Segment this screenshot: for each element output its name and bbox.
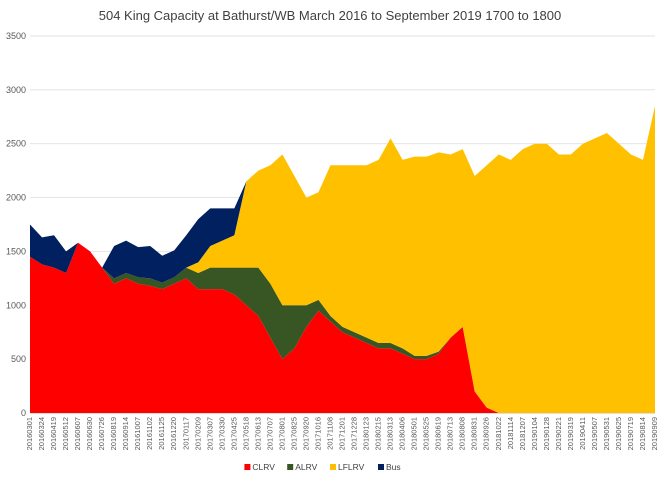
x-tick-label: 20190625 [614, 417, 623, 450]
x-tick-label: 20170707 [265, 417, 274, 450]
legend-swatch-clrv [244, 464, 251, 470]
x-tick-label: 20180501 [410, 417, 419, 450]
y-tick-label: 1500 [6, 246, 26, 256]
x-tick-label: 20170920 [301, 417, 310, 450]
x-tick-label: 20160324 [37, 417, 46, 450]
x-tick-label: 20180525 [422, 417, 431, 450]
y-axis: 0 500 1000 1500 2000 2500 3000 3500 [6, 31, 26, 418]
x-tick-label: 20180313 [386, 417, 395, 450]
x-tick-label: 20160819 [109, 417, 118, 450]
x-tick-label: 20170825 [289, 417, 298, 450]
x-tick-label: 20170613 [253, 417, 262, 450]
series-area-alrv [30, 242, 655, 413]
legend-swatch-alrv [287, 464, 294, 470]
x-tick-label: 20170801 [277, 417, 286, 450]
x-tick-label: 20170307 [205, 417, 214, 450]
x-tick-label: 20170209 [193, 417, 202, 450]
x-tick-label: 20180619 [434, 417, 443, 450]
legend-label-bus: Bus [386, 462, 401, 472]
x-tick-label: 20160419 [49, 417, 58, 450]
y-tick-label: 3000 [6, 85, 26, 95]
x-tick-label: 20190411 [578, 417, 587, 450]
x-tick-label: 20190104 [530, 417, 539, 450]
series-area-bus [30, 106, 655, 283]
x-tick-label: 20190221 [554, 417, 563, 450]
plot-area [30, 106, 655, 413]
y-tick-label: 3500 [6, 31, 26, 41]
legend-label-clrv: CLRV [252, 462, 275, 472]
x-tick-label: 20160726 [97, 417, 106, 450]
x-tick-label: 20180123 [362, 417, 371, 450]
x-tick-label: 20170330 [217, 417, 226, 450]
x-tick-label: 20181022 [494, 417, 503, 450]
y-tick-label: 0 [21, 408, 26, 418]
x-tick-label: 20171201 [338, 417, 347, 450]
x-tick-label: 20161220 [169, 417, 178, 450]
x-tick-label: 20170117 [181, 417, 190, 450]
x-tick-label: 20190531 [602, 417, 611, 450]
y-tick-label: 1000 [6, 300, 26, 310]
x-tick-label: 20160301 [25, 417, 34, 450]
chart-title: 504 King Capacity at Bathurst/WB March 2… [99, 8, 562, 23]
x-tick-label: 20170518 [241, 417, 250, 450]
x-tick-label: 20190319 [566, 417, 575, 450]
x-tick-label: 20180713 [446, 417, 455, 450]
x-tick-label: 20180926 [482, 417, 491, 450]
x-tick-label: 20180215 [374, 417, 383, 450]
series-area-lflrv [30, 106, 655, 413]
x-tick-label: 20161125 [157, 417, 166, 450]
x-tick-label: 20190814 [638, 417, 647, 450]
x-tick-label: 20160630 [85, 417, 94, 450]
x-tick-label: 20181114 [506, 417, 515, 449]
x-tick-label: 20160512 [61, 417, 70, 450]
y-tick-label: 2000 [6, 193, 26, 203]
x-tick-label: 20190128 [542, 417, 551, 450]
y-tick-label: 2500 [6, 139, 26, 149]
x-tick-label: 20181207 [518, 417, 527, 450]
x-tick-label: 20190719 [626, 417, 635, 450]
legend-swatch-lflrv [330, 464, 336, 470]
x-tick-label: 20190507 [590, 417, 599, 450]
x-tick-label: 20161102 [145, 417, 154, 450]
x-tick-label: 20160607 [73, 417, 82, 450]
x-tick-label: 20190909 [650, 417, 659, 450]
legend-swatch-bus [378, 464, 384, 470]
x-tick-label: 20180831 [470, 417, 479, 450]
y-tick-label: 500 [11, 354, 26, 364]
legend: CLRV ALRV LFLRV Bus [244, 462, 401, 472]
legend-label-alrv: ALRV [295, 462, 317, 472]
x-tick-label: 20170425 [229, 417, 238, 450]
x-tick-label: 20160914 [121, 417, 130, 450]
x-tick-label: 20161007 [133, 417, 142, 450]
series-area-clrv [30, 242, 655, 413]
x-tick-label: 20180808 [458, 417, 467, 450]
x-tick-label: 20180406 [398, 417, 407, 450]
x-tick-label: 20171016 [313, 417, 322, 450]
x-axis: 20160301 20160324 20160419 20160512 20160607… [25, 417, 659, 450]
x-tick-label: 20171228 [350, 417, 359, 450]
legend-label-lflrv: LFLRV [338, 462, 365, 472]
x-tick-label: 20171108 [325, 417, 334, 450]
